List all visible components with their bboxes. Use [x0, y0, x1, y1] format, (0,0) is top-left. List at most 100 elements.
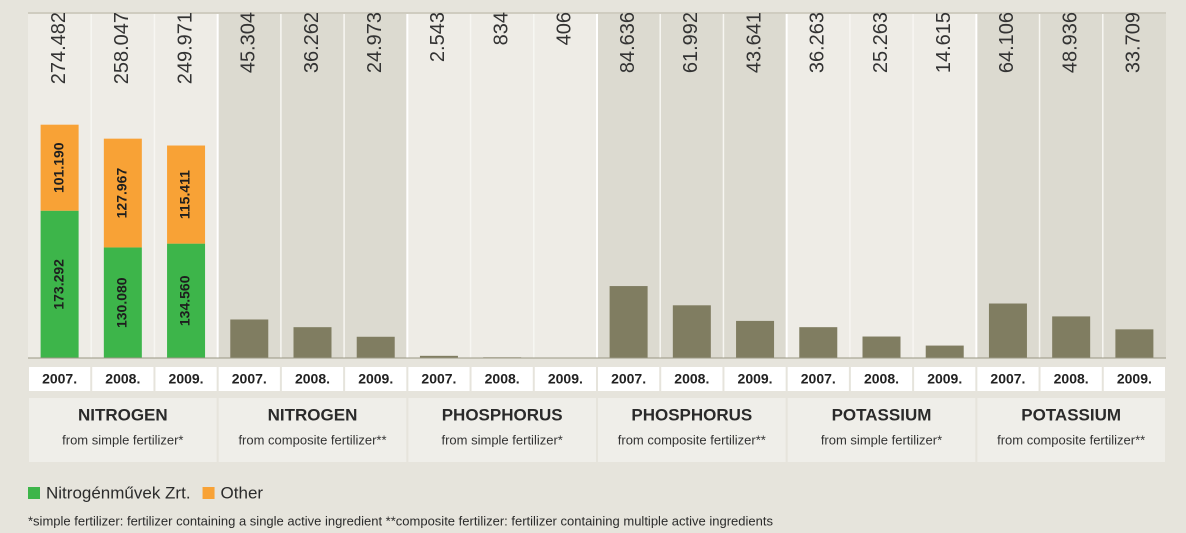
- group-title: PHOSPHORUS: [631, 405, 752, 424]
- year-cell: [724, 367, 786, 391]
- bar: [988, 303, 1027, 358]
- group-title: NITROGEN: [268, 405, 358, 424]
- group-label-bg: [598, 398, 786, 462]
- segment-label: 101.190: [50, 142, 66, 193]
- year-label: 2008.: [485, 371, 520, 387]
- group-title: POTASSIUM: [832, 405, 932, 424]
- group-column-bg: [217, 14, 408, 358]
- value-label: 45.304: [238, 12, 260, 73]
- top-rule: [28, 12, 1166, 14]
- legend-swatch: [28, 487, 40, 499]
- year-label: 2007.: [232, 371, 267, 387]
- group-subtitle: from simple fertilizer*: [821, 432, 942, 447]
- group-title: PHOSPHORUS: [442, 405, 563, 424]
- year-label: 2008.: [864, 371, 899, 387]
- group-label-bg: [408, 398, 596, 462]
- bar: [1052, 316, 1091, 358]
- total-label: 274.482: [48, 12, 70, 84]
- year-label: 2008.: [295, 371, 330, 387]
- footnote: *simple fertilizer: fertilizer containin…: [28, 513, 773, 528]
- group-title: POTASSIUM: [1021, 405, 1121, 424]
- year-cell: [155, 367, 217, 391]
- group-subtitle: from composite fertilizer**: [997, 432, 1145, 447]
- segment-label: 130.080: [114, 277, 130, 328]
- value-label: 36.263: [807, 12, 829, 73]
- group-label-bg: [218, 398, 407, 462]
- group-column-bg: [786, 14, 977, 358]
- bar: [419, 355, 458, 358]
- bar: [925, 345, 964, 358]
- legend-label: Nitrogénművek Zrt.: [46, 483, 191, 502]
- bar: [293, 327, 332, 358]
- year-cell: [345, 367, 407, 391]
- value-label: 14.615: [933, 12, 955, 73]
- group-subtitle: from simple fertilizer*: [441, 432, 562, 447]
- value-label: 25.263: [870, 12, 892, 73]
- value-label: 2.543: [427, 12, 449, 62]
- group-label-bg: [29, 398, 217, 462]
- bar-segment: [167, 243, 206, 358]
- value-label: 36.262: [301, 12, 323, 73]
- group-subtitle: from composite fertilizer**: [618, 432, 766, 447]
- year-label: 2009.: [169, 371, 204, 387]
- year-label: 2007.: [611, 371, 646, 387]
- year-label: 2007.: [421, 371, 456, 387]
- value-label: 84.636: [617, 12, 639, 73]
- segment-label: 134.560: [177, 275, 193, 326]
- segment-label: 173.292: [50, 259, 66, 310]
- value-label: 33.709: [1123, 12, 1145, 73]
- year-label: 2007.: [990, 371, 1025, 387]
- group-subtitle: from composite fertilizer**: [238, 432, 386, 447]
- group-title: NITROGEN: [78, 405, 168, 424]
- segment-label: 115.411: [177, 170, 193, 219]
- bar-segment: [103, 138, 142, 248]
- legend-swatch: [202, 487, 215, 499]
- year-cell: [787, 367, 849, 391]
- value-label: 834: [490, 12, 512, 45]
- value-label: 43.641: [743, 12, 765, 73]
- group-subtitle: from simple fertilizer*: [62, 432, 183, 447]
- year-label: 2009.: [927, 371, 962, 387]
- year-cell: [281, 367, 344, 391]
- bar: [1115, 329, 1154, 358]
- year-cell: [471, 367, 533, 391]
- year-cell: [850, 367, 913, 391]
- value-label: 61.992: [680, 12, 702, 73]
- value-label: 64.106: [996, 12, 1018, 73]
- group-label-bg: [787, 398, 976, 462]
- year-cell: [29, 367, 91, 391]
- year-cell: [408, 367, 470, 391]
- year-cell: [1040, 367, 1102, 391]
- year-label: 2007.: [42, 371, 77, 387]
- year-cell: [977, 367, 1039, 391]
- bar: [356, 336, 395, 358]
- bar-segment: [40, 210, 79, 358]
- group-label-bg: [977, 398, 1165, 462]
- value-label: 48.936: [1059, 12, 1081, 73]
- year-label: 2007.: [801, 371, 836, 387]
- bar-segment: [103, 247, 142, 358]
- legend-label: Other: [221, 483, 264, 502]
- group-column-bg: [407, 14, 597, 358]
- total-label: 249.971: [174, 12, 196, 84]
- bar: [609, 286, 648, 358]
- year-label: 2008.: [674, 371, 709, 387]
- year-label: 2009.: [548, 371, 583, 387]
- year-cell: [598, 367, 660, 391]
- bar: [799, 327, 838, 358]
- value-label: 406: [554, 12, 576, 45]
- bar-segment: [40, 124, 79, 211]
- segment-label: 127.967: [114, 168, 130, 219]
- bar: [230, 319, 269, 358]
- year-label: 2008.: [1054, 371, 1089, 387]
- year-label: 2009.: [738, 371, 773, 387]
- year-cell: [1103, 367, 1165, 391]
- bar: [672, 305, 711, 358]
- value-label: 24.973: [364, 12, 386, 73]
- group-column-bg: [976, 14, 1166, 358]
- bar: [862, 336, 901, 358]
- year-cell: [534, 367, 596, 391]
- year-cell: [92, 367, 154, 391]
- year-label: 2009.: [358, 371, 393, 387]
- year-label: 2008.: [105, 371, 140, 387]
